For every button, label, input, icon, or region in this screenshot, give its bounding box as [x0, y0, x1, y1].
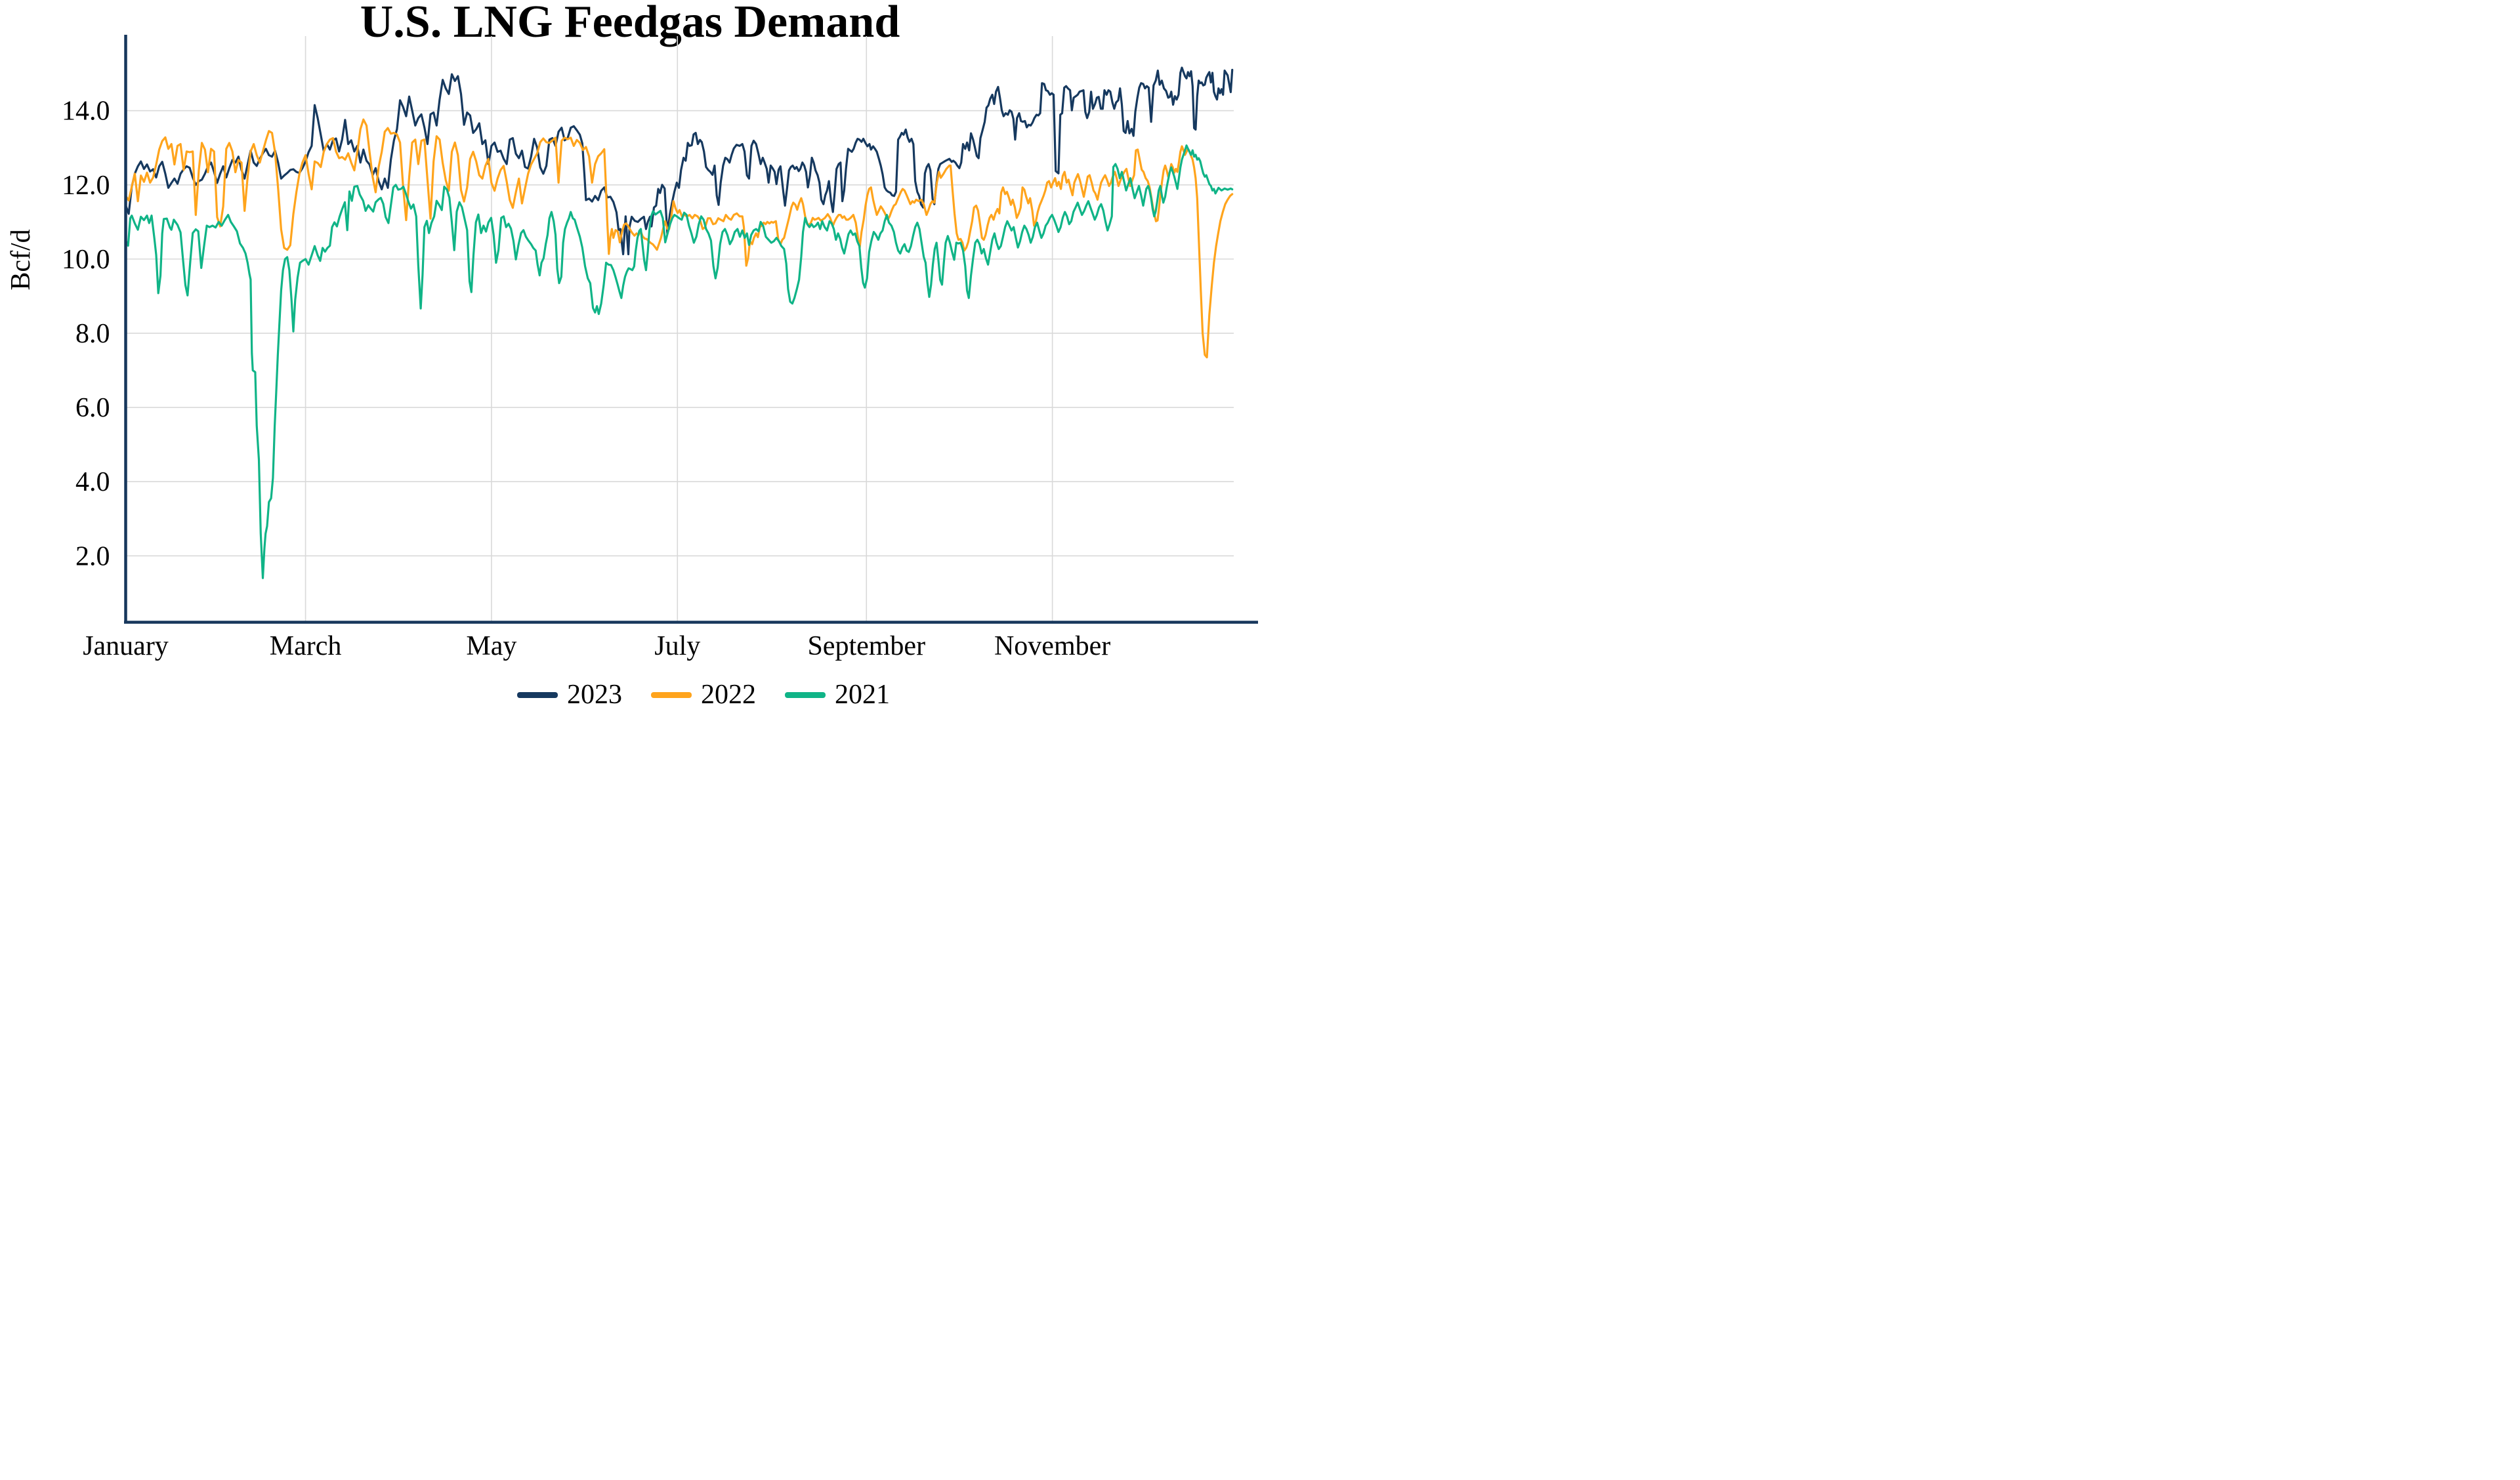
legend-swatch-2022 — [651, 691, 692, 698]
y-tick-label: 10.0 — [62, 245, 110, 275]
y-tick-label: 12.0 — [62, 171, 110, 201]
x-tick-label: September — [807, 631, 925, 661]
series-line-2022 — [124, 118, 1234, 359]
series-line-2021 — [124, 144, 1234, 579]
legend-label-2022: 2022 — [701, 680, 756, 710]
legend-label-2023: 2023 — [567, 680, 622, 710]
x-tick-label: January — [83, 631, 169, 661]
chart-container: U.S. LNG Feedgas Demand Bcf/d 14.0 12.0 10… — [0, 0, 1260, 740]
y-tick-label: 8.0 — [75, 319, 110, 349]
legend-item-2021: 2021 — [785, 681, 890, 709]
y-tick-label: 4.0 — [75, 467, 110, 497]
legend: 2023 2022 2021 — [74, 681, 1260, 709]
y-tick-label: 2.0 — [75, 541, 110, 571]
x-tick-label: July — [654, 631, 700, 661]
legend-item-2023: 2023 — [517, 681, 622, 709]
series-line-2023 — [124, 66, 1234, 256]
y-tick-label: 14.0 — [62, 96, 110, 127]
x-tick-label: May — [466, 631, 516, 661]
legend-swatch-2023 — [517, 691, 558, 698]
x-tick-label: November — [994, 631, 1110, 661]
x-tick-label: March — [270, 631, 342, 661]
legend-label-2021: 2021 — [835, 680, 890, 710]
plot-area: 14.0 12.0 10.0 8.0 6.0 4.0 2.0 January March May J… — [62, 35, 1258, 661]
chart-title: U.S. LNG Feedgas Demand — [360, 0, 900, 47]
legend-item-2022: 2022 — [651, 681, 756, 709]
y-tick-label: 6.0 — [75, 393, 110, 423]
legend-swatch-2021 — [785, 691, 826, 698]
